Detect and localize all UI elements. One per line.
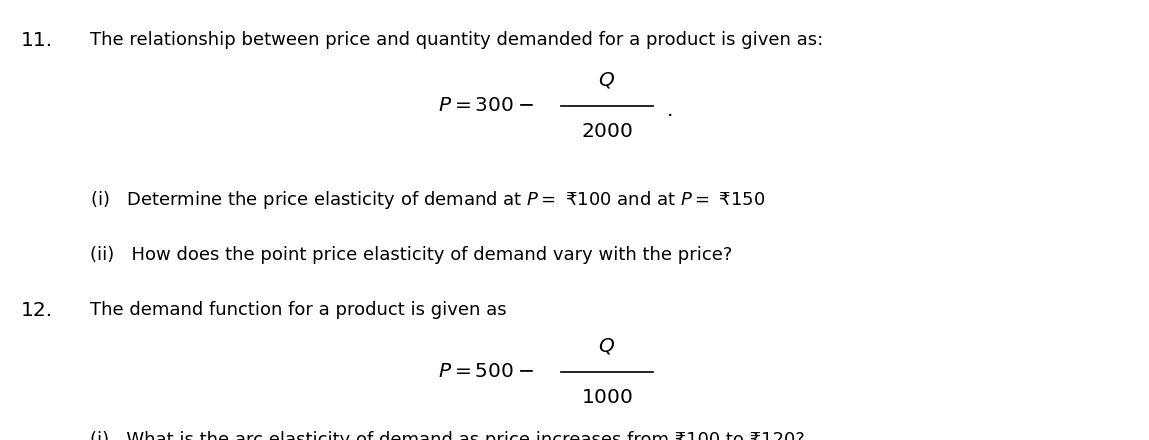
Text: The relationship between price and quantity demanded for a product is given as:: The relationship between price and quant… [90,31,823,49]
Text: 11.: 11. [21,31,53,50]
Text: (i)   What is the arc elasticity of demand as price increases from ₹100 to ₹120?: (i) What is the arc elasticity of demand… [90,431,804,440]
Text: .: . [666,100,673,120]
Text: $\mathit{Q}$: $\mathit{Q}$ [599,336,615,356]
Text: $2000$: $2000$ [580,121,633,141]
Text: $\mathit{Q}$: $\mathit{Q}$ [599,70,615,90]
Text: (i)   Determine the price elasticity of demand at $\mathit{P}=$ ₹100 and at $\ma: (i) Determine the price elasticity of de… [90,189,765,211]
Text: 12.: 12. [21,301,53,320]
Text: The demand function for a product is given as: The demand function for a product is giv… [90,301,507,319]
Text: $1000$: $1000$ [580,388,633,407]
Text: $\mathit{P}=500-$: $\mathit{P}=500-$ [439,362,534,381]
Text: $\mathit{P}=300-$: $\mathit{P}=300-$ [439,96,534,115]
Text: (ii)   How does the point price elasticity of demand vary with the price?: (ii) How does the point price elasticity… [90,246,732,264]
